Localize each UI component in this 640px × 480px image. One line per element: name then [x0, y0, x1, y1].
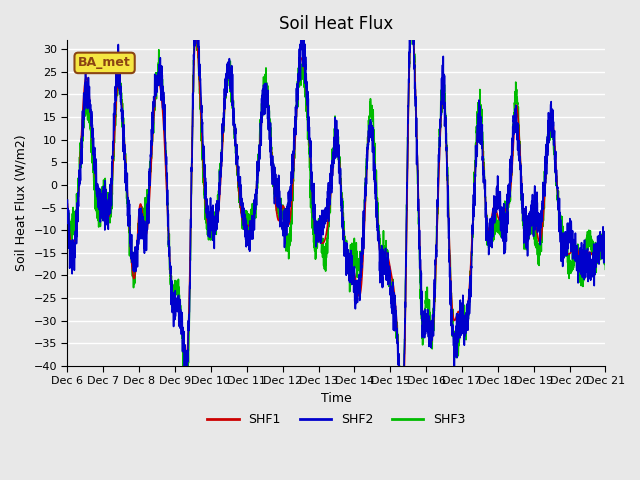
SHF3: [398, 404, 406, 410]
SHF1: [63, 201, 71, 207]
Line: SHF1: SHF1: [67, 24, 605, 416]
SHF1: [214, 216, 221, 222]
SHF1: [551, 140, 559, 145]
Title: Soil Heat Flux: Soil Heat Flux: [279, 15, 394, 33]
Legend: SHF1, SHF2, SHF3: SHF1, SHF2, SHF3: [202, 408, 470, 432]
Y-axis label: Soil Heat Flux (W/m2): Soil Heat Flux (W/m2): [15, 135, 28, 271]
X-axis label: Time: Time: [321, 392, 352, 405]
SHF1: [398, 413, 406, 419]
SHF2: [63, 197, 71, 203]
SHF2: [179, 337, 186, 343]
SHF2: [214, 219, 221, 225]
SHF2: [193, 6, 200, 12]
SHF3: [602, 261, 609, 267]
Line: SHF2: SHF2: [67, 9, 605, 414]
SHF2: [399, 387, 406, 393]
SHF1: [179, 332, 186, 338]
SHF3: [179, 349, 186, 355]
SHF3: [399, 383, 406, 388]
SHF3: [63, 204, 71, 210]
SHF2: [602, 257, 609, 263]
SHF2: [389, 308, 397, 314]
SHF1: [399, 413, 406, 419]
Line: SHF3: SHF3: [67, 16, 605, 407]
SHF1: [602, 240, 609, 246]
SHF3: [602, 266, 609, 272]
SHF3: [214, 192, 221, 198]
SHF3: [408, 13, 416, 19]
SHF1: [602, 240, 609, 245]
SHF2: [602, 250, 609, 255]
SHF2: [397, 411, 404, 417]
SHF3: [389, 290, 397, 296]
SHF1: [389, 278, 397, 284]
SHF1: [408, 21, 415, 26]
SHF3: [551, 149, 559, 155]
SHF2: [551, 156, 559, 162]
Text: BA_met: BA_met: [78, 57, 131, 70]
